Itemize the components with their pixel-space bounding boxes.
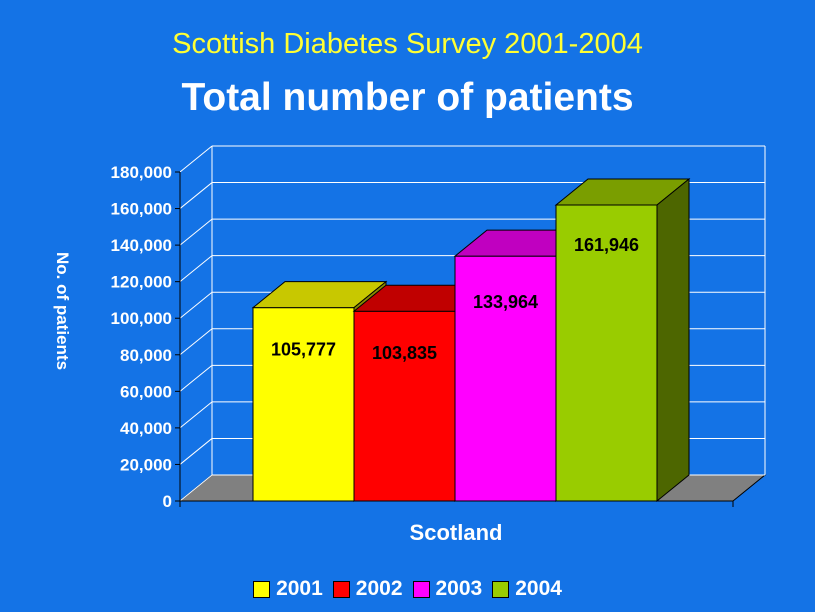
- bar-2004: [554, 177, 691, 503]
- gridline-side: [179, 255, 213, 283]
- gridline-side: [179, 474, 213, 502]
- legend-swatch-2002: [332, 580, 350, 598]
- y-axis: 0 20,000 40,000 60,000 80,000 100,000 120,000 1…: [111, 163, 734, 511]
- legend-swatch-2003: [412, 580, 430, 598]
- gridline-side: [179, 145, 213, 173]
- legend-swatch-2001: [253, 580, 271, 598]
- bar-front-2001: [252, 307, 355, 502]
- gridline-side: [179, 328, 213, 356]
- gridline-side: [179, 218, 213, 246]
- y-tick-label: 20,000: [120, 455, 172, 474]
- y-tick-label: 80,000: [120, 346, 172, 365]
- chart-subtitle: Scottish Diabetes Survey 2001-2004: [172, 28, 643, 60]
- y-tick-label: 60,000: [120, 382, 172, 401]
- legend-item-2002: 2002: [332, 577, 403, 601]
- y-tick-label: 120,000: [111, 273, 172, 292]
- legend-label-2003: 2003: [435, 577, 483, 600]
- legend-swatch-2004: [492, 580, 510, 598]
- gridline-side: [179, 401, 213, 429]
- legend-item-2001: 2001: [253, 577, 323, 601]
- gridline-side: [179, 291, 213, 319]
- bars: 105,777 103,835 133,964 161,946: [251, 177, 691, 503]
- y-axis-label: No. of patients: [53, 252, 72, 370]
- data-label-2002: 103,835: [372, 343, 437, 363]
- y-tick-label: 180,000: [111, 163, 172, 182]
- legend-label-2001: 2001: [276, 577, 323, 600]
- data-label-2004: 161,946: [574, 235, 639, 255]
- gridline-side: [179, 364, 213, 392]
- bar-front-2004: [555, 204, 658, 502]
- gridline-side: [179, 182, 213, 209]
- legend-label-2004: 2004: [515, 577, 562, 600]
- y-tick-label: 40,000: [120, 419, 172, 438]
- bar-side-2004: [656, 177, 690, 503]
- bar-front-2002: [353, 310, 456, 502]
- legend-item-2004: 2004: [492, 577, 562, 601]
- legend-item-2003: 2003: [412, 577, 483, 601]
- legend: 2001 2002 2003 2004: [0, 577, 815, 601]
- x-axis-label: Scotland: [410, 520, 503, 545]
- chart-title: Total number of patients: [181, 76, 634, 119]
- data-label-2001: 105,777: [271, 340, 336, 360]
- data-label-2003: 133,964: [473, 292, 538, 312]
- y-tick-label: 100,000: [111, 309, 172, 328]
- y-tick-label: 0: [163, 492, 172, 511]
- gridline-side: [179, 438, 213, 465]
- bar-front-2003: [454, 255, 557, 502]
- y-tick-label: 140,000: [111, 236, 172, 255]
- y-tick-label: 160,000: [111, 200, 172, 219]
- legend-label-2002: 2002: [355, 577, 403, 600]
